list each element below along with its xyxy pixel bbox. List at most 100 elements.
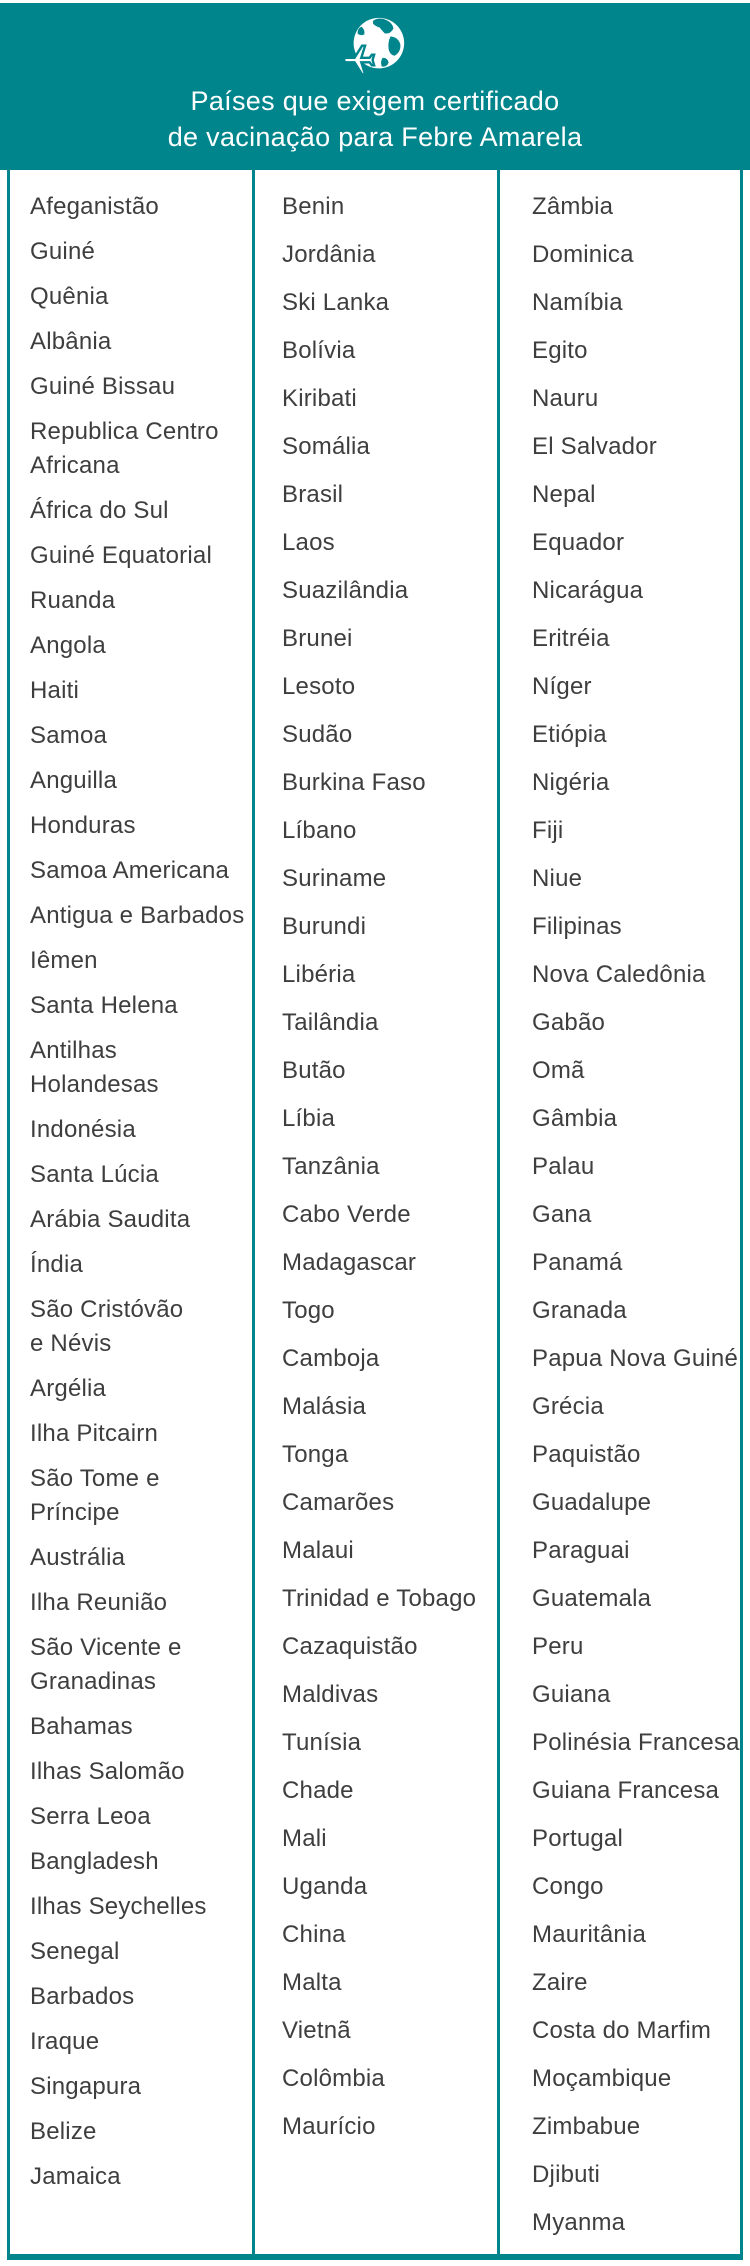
list-item: Egito bbox=[532, 337, 588, 364]
country-column-3: Zâmbia Dominica Namíbia Egito Nauru El Salvad… bbox=[497, 170, 740, 2254]
list-item: Guiné Bissau bbox=[30, 373, 176, 400]
list-item: Jamaica bbox=[30, 2163, 121, 2190]
list-item: Guiné Equatorial bbox=[30, 542, 212, 569]
list-item: Zimbabue bbox=[532, 2113, 641, 2140]
page-title-line1: Países que exigem certificado bbox=[190, 86, 560, 116]
list-item: Argélia bbox=[30, 1375, 107, 1402]
list-item: Antigua e Barbados bbox=[30, 902, 245, 929]
list-item: Papua Nova Guiné bbox=[532, 1345, 739, 1372]
list-item: Cabo Verde bbox=[282, 1201, 411, 1228]
list-item: Índia bbox=[30, 1251, 84, 1278]
list-item: Guiné bbox=[30, 238, 96, 265]
list-item: Ski Lanka bbox=[282, 289, 390, 316]
list-item: Peru bbox=[532, 1633, 584, 1660]
list-item: Namíbia bbox=[532, 289, 623, 316]
list-item: Nigéria bbox=[532, 769, 610, 796]
list-item: Samoa bbox=[30, 722, 108, 749]
list-item: Sudão bbox=[282, 721, 353, 748]
list-item: Burkina Faso bbox=[282, 769, 426, 796]
list-item: Anguilla bbox=[30, 767, 117, 794]
country-column-1: Afeganistão Guiné Quênia Albânia Guiné Bissa… bbox=[10, 170, 252, 2254]
list-item: Palau bbox=[532, 1153, 595, 1180]
list-item: Ilha Reunião bbox=[30, 1589, 168, 1616]
list-item: África do Sul bbox=[30, 497, 169, 524]
list-item: Somália bbox=[282, 433, 371, 460]
list-item: Kiribati bbox=[282, 385, 357, 412]
list-item: Congo bbox=[532, 1873, 604, 1900]
list-item: Afeganistão bbox=[30, 193, 159, 220]
list-item: China bbox=[282, 1921, 346, 1948]
list-item: Santa Helena bbox=[30, 992, 178, 1019]
list-item: Gana bbox=[532, 1201, 592, 1228]
list-item: Libéria bbox=[282, 961, 356, 988]
list-item: Iêmen bbox=[30, 947, 98, 974]
list-item: Colômbia bbox=[282, 2065, 385, 2092]
list-item: Mauritânia bbox=[532, 1921, 647, 1948]
list-item: Tanzânia bbox=[282, 1153, 380, 1180]
list-item: Guiana bbox=[532, 1681, 611, 1708]
page-title-line2: de vacinação para Febre Amarela bbox=[167, 122, 583, 152]
list-item: Zaire bbox=[532, 1969, 588, 1996]
list-item: Nova Caledônia bbox=[532, 961, 706, 988]
list-item: Malásia bbox=[282, 1393, 367, 1420]
list-item: Indonésia bbox=[30, 1116, 136, 1143]
list-item: Senegal bbox=[30, 1938, 120, 1965]
list-item: Niue bbox=[532, 865, 583, 892]
list-item: Nicarágua bbox=[532, 577, 644, 604]
list-item: Ilha Pitcairn bbox=[30, 1420, 158, 1447]
list-item: Honduras bbox=[30, 812, 136, 839]
list-item: Benin bbox=[282, 193, 345, 220]
globe-airplane-icon bbox=[342, 17, 405, 76]
list-item: Paquistão bbox=[532, 1441, 641, 1468]
list-item: Laos bbox=[282, 529, 335, 556]
list-item: Panamá bbox=[532, 1249, 623, 1276]
list-item: Ruanda bbox=[30, 587, 116, 614]
list-item: Maldivas bbox=[282, 1681, 379, 1708]
list-item: Butão bbox=[282, 1057, 346, 1084]
list-item: Jordânia bbox=[282, 241, 376, 268]
list-item: Myanma bbox=[532, 2209, 626, 2236]
list-item: Austrália bbox=[30, 1544, 126, 1571]
list-item: Bolívia bbox=[282, 337, 356, 364]
list-item: Grécia bbox=[532, 1393, 604, 1420]
list-item: Polinésia Francesa bbox=[532, 1729, 740, 1756]
list-item: Bangladesh bbox=[30, 1848, 159, 1875]
list-item: Burundi bbox=[282, 913, 367, 940]
list-item: Albânia bbox=[30, 328, 112, 355]
list-item: Cazaquistão bbox=[282, 1633, 418, 1660]
list-item: Bahamas bbox=[30, 1713, 133, 1740]
list-item: Ilhas Salomão bbox=[30, 1758, 185, 1785]
list-item: Serra Leoa bbox=[30, 1803, 151, 1830]
header: Países que exigem certificado de vacinaç… bbox=[0, 3, 750, 170]
list-item: São Tome e Príncipe bbox=[30, 1465, 160, 1526]
list-item: Belize bbox=[30, 2118, 97, 2145]
list-item: Eritréia bbox=[532, 625, 610, 652]
list-item: Uganda bbox=[282, 1873, 368, 1900]
country-column-2: Benin Jordânia Ski Lanka Bolívia Kiribati Som… bbox=[252, 170, 497, 2254]
list-item: São Vicente e Granadinas bbox=[30, 1634, 182, 1695]
list-item: Moçambique bbox=[532, 2065, 672, 2092]
list-item: Angola bbox=[30, 632, 106, 659]
list-item: Filipinas bbox=[532, 913, 622, 940]
list-item: Paraguai bbox=[532, 1537, 630, 1564]
list-item: Gabão bbox=[532, 1009, 606, 1036]
list-item: Suriname bbox=[282, 865, 387, 892]
list-item: Tailândia bbox=[282, 1009, 379, 1036]
list-item: Brunei bbox=[282, 625, 353, 652]
list-item: Brasil bbox=[282, 481, 344, 508]
country-list-panel: Afeganistão Guiné Quênia Albânia Guiné Bissa… bbox=[7, 170, 743, 2260]
list-item: Quênia bbox=[30, 283, 109, 310]
list-item: Equador bbox=[532, 529, 625, 556]
list-item: Camarões bbox=[282, 1489, 395, 1516]
list-item: Tonga bbox=[282, 1441, 349, 1468]
list-item: Tunísia bbox=[282, 1729, 362, 1756]
list-item: Togo bbox=[282, 1297, 335, 1324]
list-item: Singapura bbox=[30, 2073, 142, 2100]
list-item: Guadalupe bbox=[532, 1489, 652, 1516]
list-item: Suazilândia bbox=[282, 577, 409, 604]
list-item: Maurício bbox=[282, 2113, 376, 2140]
list-item: Dominica bbox=[532, 241, 634, 268]
list-item: Gâmbia bbox=[532, 1105, 618, 1132]
list-item: Etiópia bbox=[532, 721, 607, 748]
